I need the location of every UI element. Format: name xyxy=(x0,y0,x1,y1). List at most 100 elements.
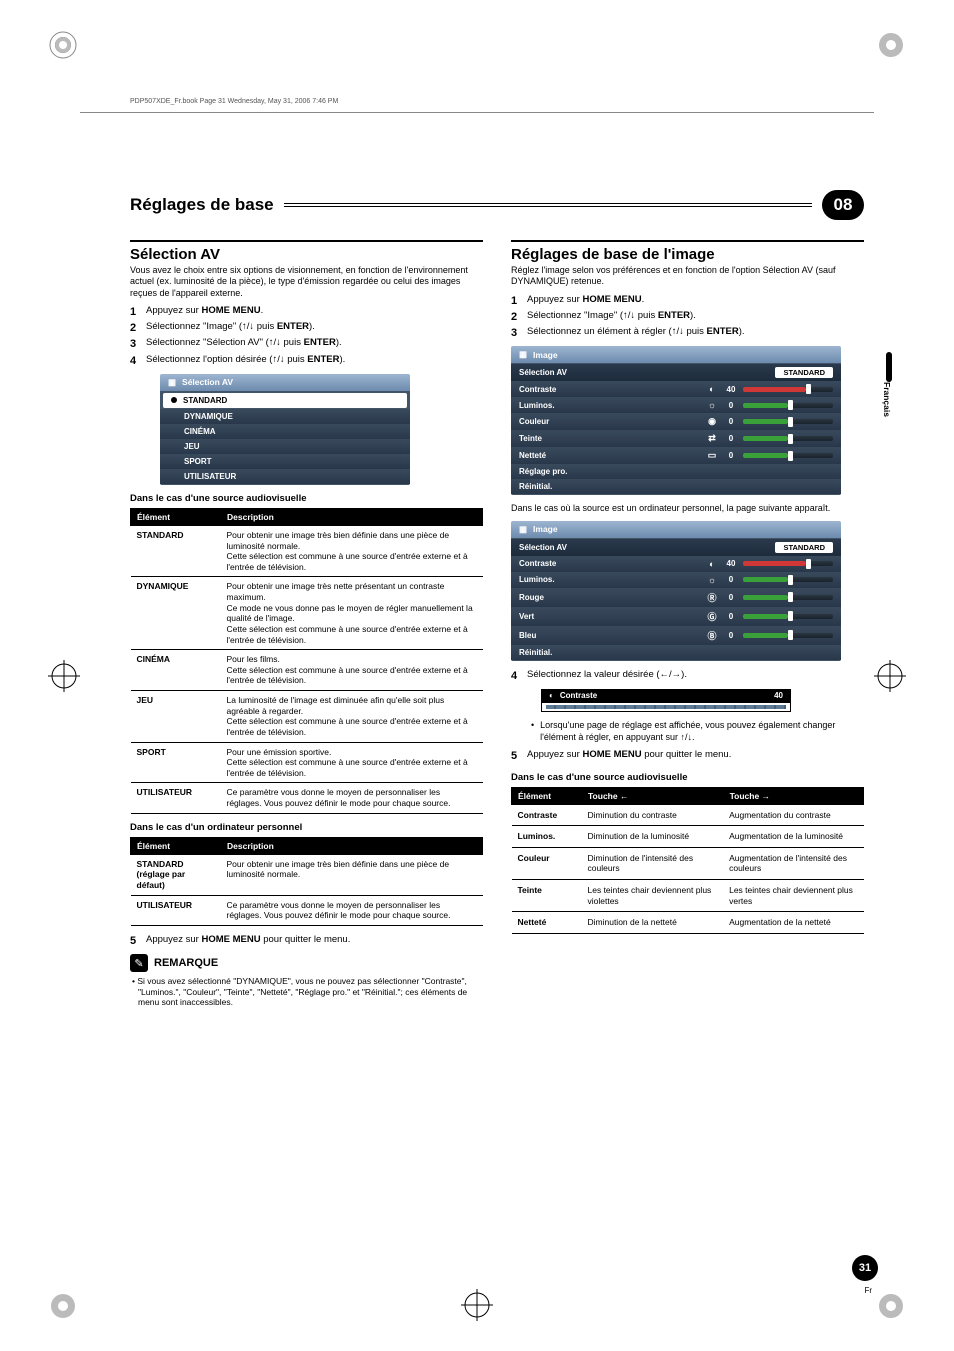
bullet-icon xyxy=(531,720,534,743)
table-adjustments: ÉlémentTouche ←Touche →ContrasteDiminuti… xyxy=(511,787,864,934)
table-header: Description xyxy=(221,508,483,525)
menu-item: Contraste◐40 xyxy=(511,556,841,572)
page-number-badge: 31 xyxy=(852,1255,878,1281)
table-row: ContrasteDiminution du contrasteAugmenta… xyxy=(512,804,864,826)
table-row: NettetéDiminution de la nettetéAugmentat… xyxy=(512,912,864,934)
bullet-item: Lorsqu'une page de réglage est affichée,… xyxy=(531,720,864,743)
steps-list: 1Appuyez sur HOME MENU. 2Sélectionnez "Im… xyxy=(511,294,864,341)
menu-item: STANDARD xyxy=(163,393,407,408)
menu-body: Sélection AVSTANDARDContraste◐40Luminos.… xyxy=(511,363,841,495)
subheading-pc-source: Dans le cas d'un ordinateur personnel xyxy=(130,822,483,833)
chapter-title-bar: Réglages de base 08 xyxy=(130,190,864,220)
table-row: Luminos.Diminution de la luminositéAugme… xyxy=(512,826,864,848)
step: 2Sélectionnez "Image" (↑/↓ puis ENTER). xyxy=(511,310,864,324)
menu-header: ▦ Sélection AV xyxy=(160,374,410,391)
section-heading-selection-av: Sélection AV xyxy=(130,246,483,263)
table-header: Élément xyxy=(131,837,221,854)
table-pc-modes: ÉlémentDescriptionSTANDARD (réglage par … xyxy=(130,837,483,926)
table-row: SPORTPour une émission sportive. Cette s… xyxy=(131,742,483,783)
menu-item: DYNAMIQUE xyxy=(160,409,410,424)
menu-item: BleuⒷ0 xyxy=(511,626,841,645)
registration-mark-left xyxy=(48,660,80,692)
chapter-title: Réglages de base xyxy=(130,195,274,215)
table-row: JEULa luminosité de l'image est diminuée… xyxy=(131,691,483,743)
menu-item: Teinte⇄0 xyxy=(511,430,841,447)
table-header: Touche ← xyxy=(582,787,724,804)
menu-item: Sélection AVSTANDARD xyxy=(511,364,841,381)
menu-item: CINÉMA xyxy=(160,424,410,439)
menu-item: VertⒼ0 xyxy=(511,607,841,626)
table-header: Élément xyxy=(131,508,221,525)
menu-header: ▦Image xyxy=(511,521,841,538)
table-row: UTILISATEURCe paramètre vous donne le mo… xyxy=(131,783,483,813)
table-row: CouleurDiminution de l'intensité des cou… xyxy=(512,847,864,879)
step-4: 4 Sélectionnez la valeur désirée (←/→). xyxy=(511,669,864,683)
menu-image-settings: ▦ImageSélection AVSTANDARDContraste◐40Lu… xyxy=(511,346,841,495)
page-language: Fr xyxy=(864,1286,872,1295)
menu-item: Netteté▭0 xyxy=(511,447,841,464)
step-5: 5 Appuyez sur HOME MENU pour quitter le … xyxy=(511,749,864,763)
table-row: STANDARD (réglage par défaut)Pour obteni… xyxy=(131,854,483,895)
menu-item: Sélection AVSTANDARD xyxy=(511,539,841,556)
step: 3Sélectionnez un élément à régler (↑/↓ p… xyxy=(511,326,864,340)
menu-item: Réinitial. xyxy=(511,645,841,660)
section-heading-image-settings: Réglages de base de l'image xyxy=(511,246,864,263)
subheading-av-source: Dans le cas d'une source audiovisuelle xyxy=(511,772,864,783)
header-rule xyxy=(80,112,874,113)
step: 4Sélectionnez l'option désirée (↑/↓ puis… xyxy=(130,354,483,368)
left-column: Sélection AV Vous avez le choix entre si… xyxy=(130,240,483,1008)
registration-mark-bottom xyxy=(461,1289,493,1321)
mini-label: Contraste xyxy=(560,691,774,700)
menu-item: Réinitial. xyxy=(511,479,841,494)
side-tab-stub xyxy=(886,352,892,382)
menu-body: STANDARDDYNAMIQUECINÉMAJEUSPORTUTILISATE… xyxy=(160,391,410,485)
table-header: Description xyxy=(221,837,483,854)
step: 3Sélectionnez "Sélection AV" (↑/↓ puis E… xyxy=(130,337,483,351)
table-header: Élément xyxy=(512,787,582,804)
table-row: TeinteLes teintes chair deviennent plus … xyxy=(512,880,864,912)
menu-item: RougeⓇ0 xyxy=(511,588,841,607)
intro-text: Vous avez le choix entre six options de … xyxy=(130,265,483,299)
note-row: ✎ REMARQUE xyxy=(130,954,483,972)
crop-mark-bl xyxy=(48,1291,78,1321)
contrast-icon: ◐ xyxy=(549,691,554,700)
table-row: UTILISATEURCe paramètre vous donne le mo… xyxy=(131,895,483,925)
mini-slider-bar xyxy=(546,705,786,709)
right-column: Réglages de base de l'image Réglez l'ima… xyxy=(511,240,864,1008)
menu-selection-av: ▦ Sélection AV STANDARDDYNAMIQUECINÉMAJE… xyxy=(160,374,410,485)
table-av-modes: ÉlémentDescriptionSTANDARDPour obtenir u… xyxy=(130,508,483,814)
menu-header: ▦Image xyxy=(511,346,841,363)
table-header: Touche → xyxy=(723,787,863,804)
menu-icon: ▦ xyxy=(168,377,176,388)
steps-list: 1Appuyez sur HOME MENU. 2Sélectionnez "Im… xyxy=(130,305,483,368)
step: 1Appuyez sur HOME MENU. xyxy=(511,294,864,308)
menu-item: Luminos.☼0 xyxy=(511,397,841,413)
between-text: Dans le cas où la source est un ordinate… xyxy=(511,503,864,514)
intro-text: Réglez l'image selon vos préférences et … xyxy=(511,265,864,288)
table-row: CINÉMAPour les films. Cette sélection es… xyxy=(131,650,483,691)
note-label: REMARQUE xyxy=(154,957,218,969)
mini-slider-contrast: ◐ Contraste 40 xyxy=(541,689,791,712)
note-icon: ✎ xyxy=(130,954,148,972)
book-header: PDP507XDE_Fr.book Page 31 Wednesday, May… xyxy=(130,98,338,105)
table-row: DYNAMIQUEPour obtenir une image très net… xyxy=(131,577,483,650)
chapter-rule xyxy=(284,203,812,207)
menu-item: Luminos.☼0 xyxy=(511,572,841,588)
menu-item: Couleur◉0 xyxy=(511,413,841,430)
menu-title: Sélection AV xyxy=(182,377,233,387)
menu-item: SPORT xyxy=(160,454,410,469)
menu-image-settings-pc: ▦ImageSélection AVSTANDARDContraste◐40Lu… xyxy=(511,521,841,661)
note-text: • Si vous avez sélectionné "DYNAMIQUE", … xyxy=(130,976,483,1008)
menu-item: Contraste◐40 xyxy=(511,381,841,397)
menu-item: Réglage pro. xyxy=(511,464,841,479)
step-5: 5 Appuyez sur HOME MENU pour quitter le … xyxy=(130,934,483,948)
registration-mark-right xyxy=(874,660,906,692)
chapter-number-badge: 08 xyxy=(822,190,864,220)
menu-item: JEU xyxy=(160,439,410,454)
crop-mark-br xyxy=(876,1291,906,1321)
side-tab-language: Français xyxy=(882,382,892,417)
step: 1Appuyez sur HOME MENU. xyxy=(130,305,483,319)
table-row: STANDARDPour obtenir une image très bien… xyxy=(131,525,483,577)
menu-item: UTILISATEUR xyxy=(160,469,410,484)
step: 2Sélectionnez "Image" (↑/↓ puis ENTER). xyxy=(130,321,483,335)
